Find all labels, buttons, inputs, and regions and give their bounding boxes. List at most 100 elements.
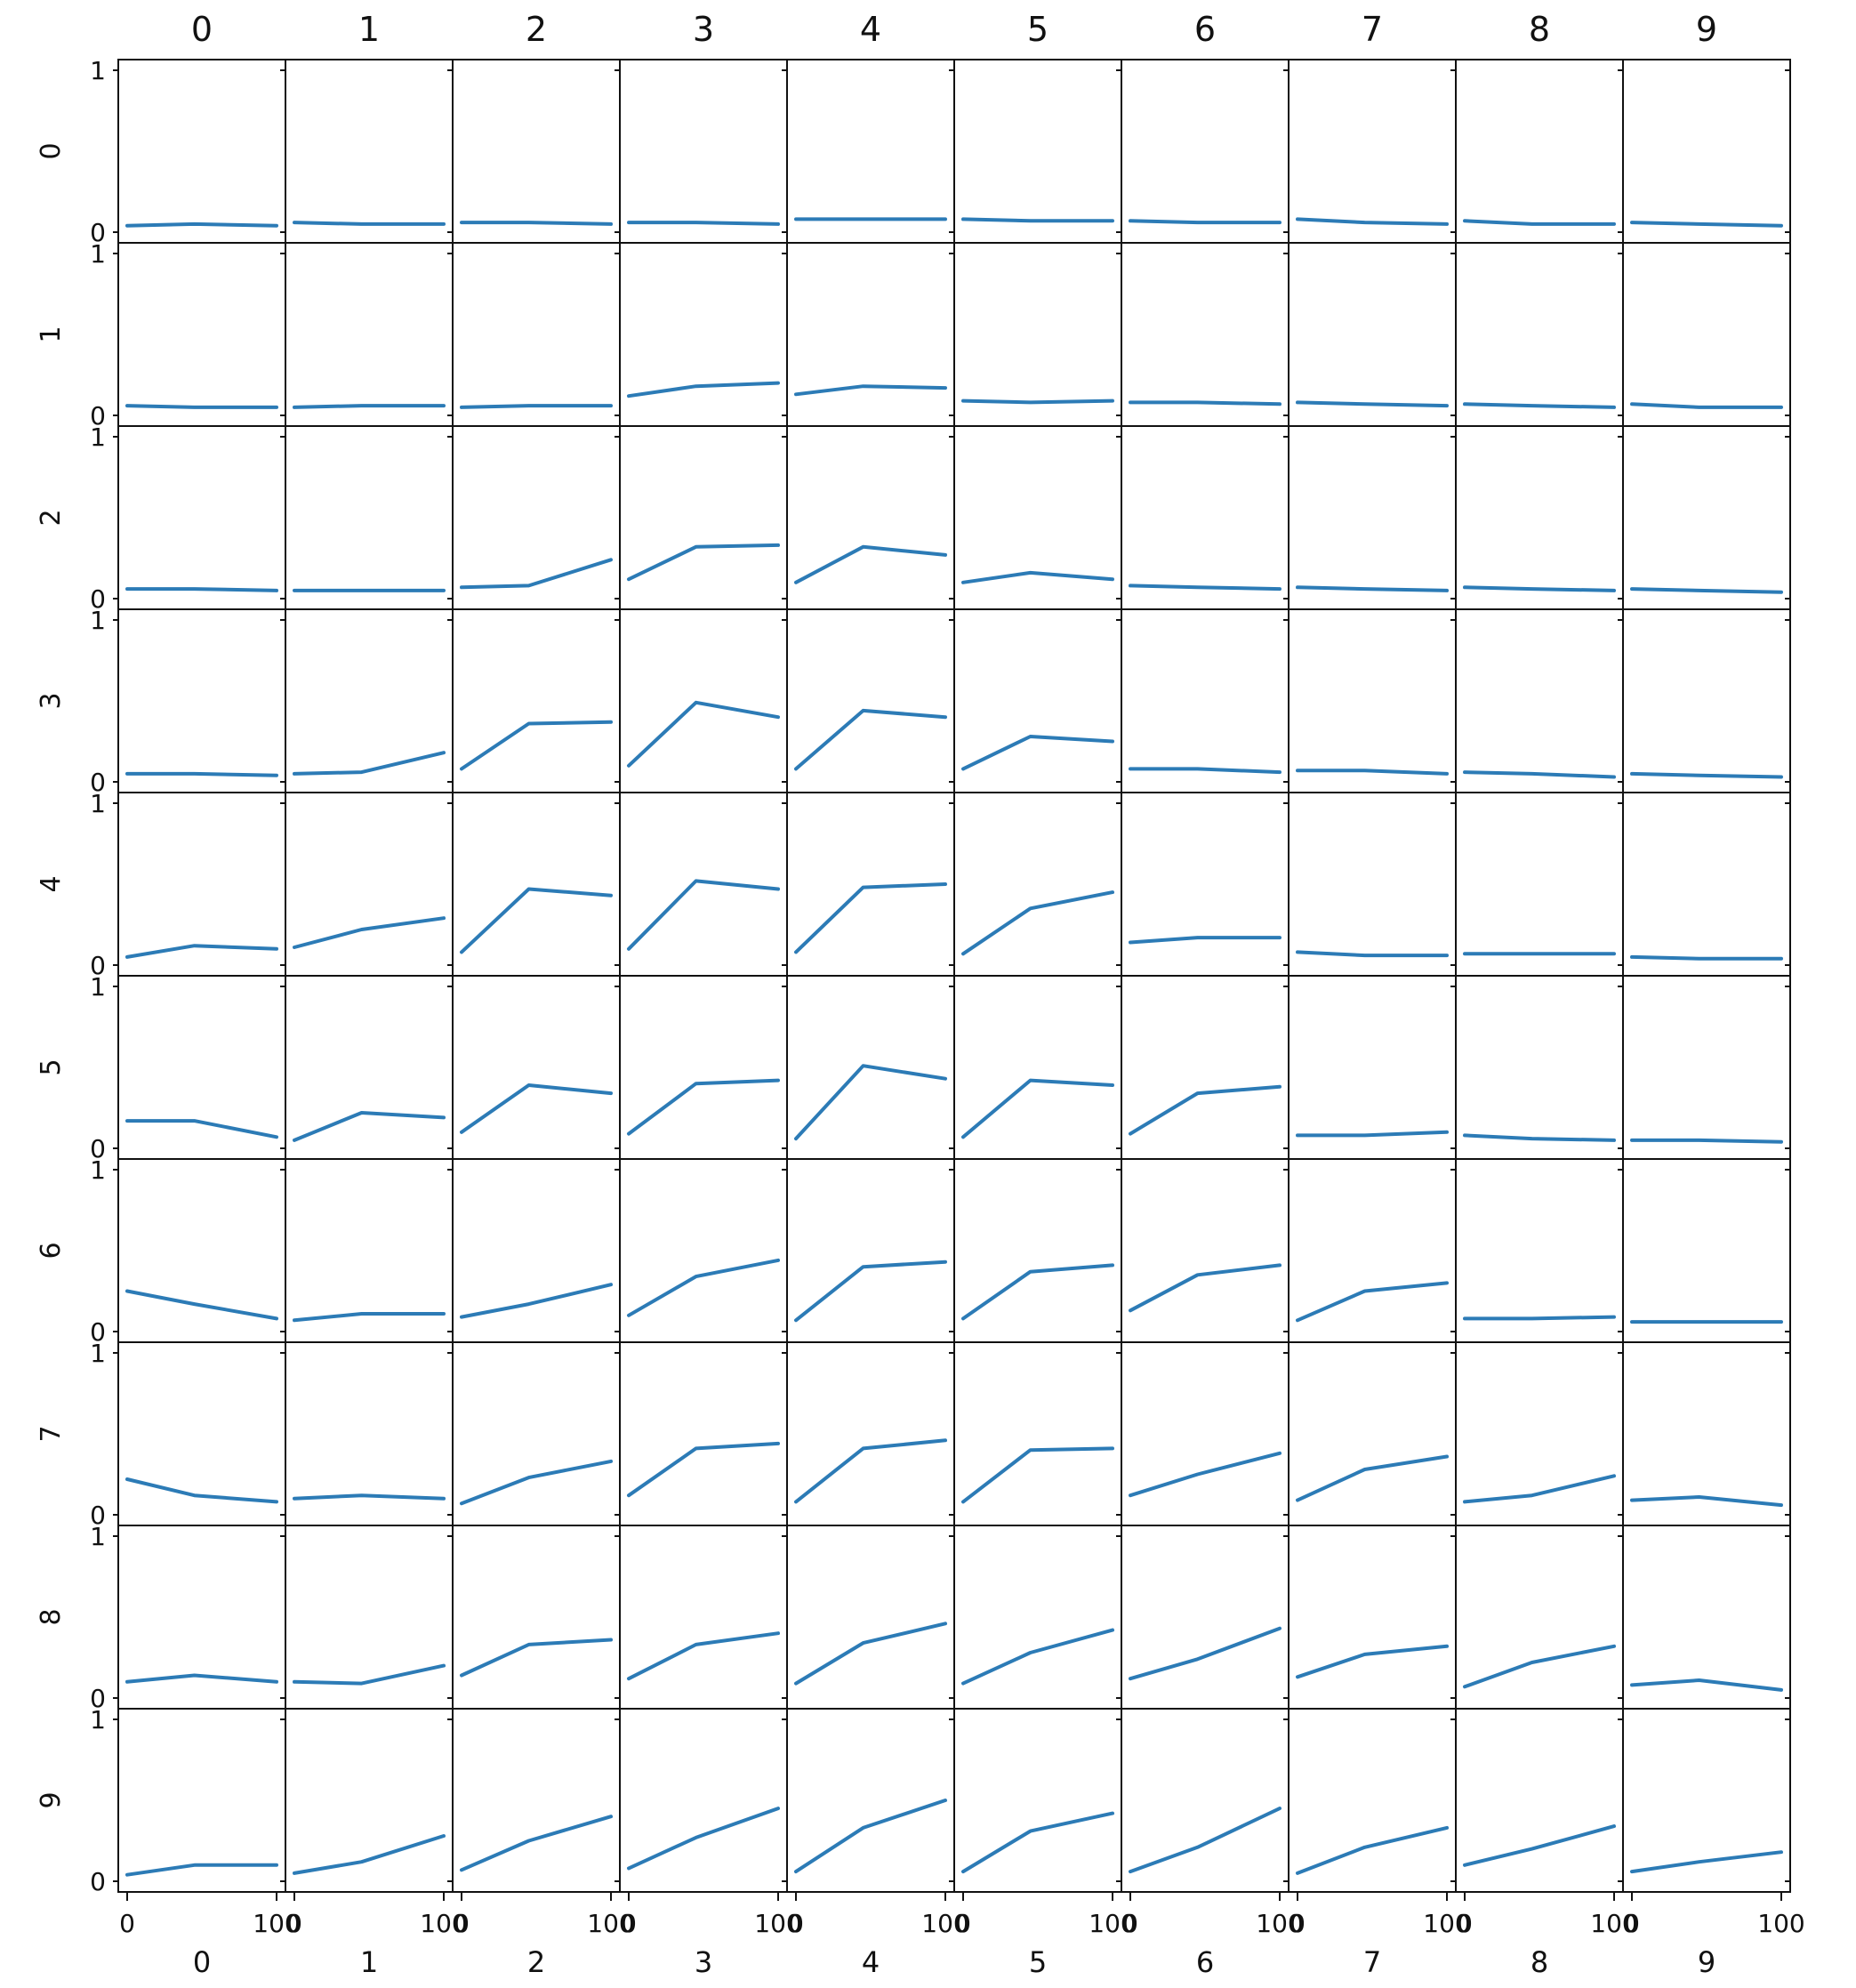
x-tick-label-end: 100	[1089, 1909, 1136, 1938]
panel-frame	[953, 242, 1122, 427]
col-footer-7: 7	[1363, 1945, 1381, 1979]
panel-3-0: 10	[90, 606, 286, 797]
panel-frame	[619, 608, 788, 793]
y-tick-label-bottom: 0	[90, 1317, 106, 1347]
series-line-7-5	[961, 1446, 1114, 1504]
panel-frame	[1288, 975, 1457, 1160]
panel-frame	[1455, 608, 1624, 793]
panel-4-1	[280, 792, 454, 977]
panel-frame	[117, 608, 286, 793]
series-line-9-2	[460, 1815, 613, 1872]
panel-7-2	[447, 1341, 621, 1526]
row-header-3: 3	[36, 692, 67, 709]
col-footer-2: 2	[527, 1945, 545, 1979]
panel-1-5	[949, 242, 1122, 427]
panel-6-2	[447, 1158, 621, 1343]
panel-frame	[786, 1525, 955, 1710]
series-line-9-8	[1463, 1824, 1616, 1867]
series-line-8-1	[293, 1663, 446, 1686]
panel-6-1	[280, 1158, 454, 1343]
series-line-5-6	[1129, 1084, 1282, 1136]
series-line-4-2	[460, 887, 613, 954]
panel-frame	[285, 1525, 454, 1710]
series-line-0-3	[627, 221, 780, 226]
series-line-6-2	[460, 1283, 613, 1319]
panel-frame	[1288, 242, 1457, 427]
row-header-1: 1	[36, 326, 67, 342]
col-header-9: 9	[1696, 10, 1717, 49]
series-line-0-0	[125, 221, 278, 228]
panel-1-9	[1618, 242, 1791, 427]
panel-frame	[619, 1341, 788, 1526]
row-header-6: 6	[36, 1242, 67, 1259]
panel-frame	[786, 242, 955, 427]
series-line-1-9	[1630, 402, 1783, 409]
column-headers: 0 1 2 3 4 5 6 7 8 9	[191, 10, 1717, 49]
y-tick-label-top: 1	[90, 239, 106, 269]
panel-9-9	[1618, 1708, 1791, 1893]
panel-6-3	[615, 1158, 788, 1343]
series-line-5-3	[627, 1078, 780, 1136]
panel-5-4	[782, 975, 955, 1160]
panel-4-5	[949, 792, 1122, 977]
series-line-9-3	[627, 1807, 780, 1871]
panel-frame	[1622, 975, 1791, 1160]
series-line-3-0	[125, 771, 278, 777]
panel-9-1	[280, 1708, 454, 1893]
panel-4-3	[615, 792, 788, 977]
panel-frame	[285, 59, 454, 244]
series-line-4-9	[1630, 954, 1783, 961]
panel-5-1	[280, 975, 454, 1160]
panel-0-7	[1283, 59, 1457, 244]
panel-2-9	[1618, 425, 1791, 610]
series-line-3-2	[460, 720, 613, 771]
x-tick-label-start: 0	[788, 1909, 804, 1938]
panel-3-5	[949, 608, 1122, 793]
panel-1-6	[1116, 242, 1290, 427]
x-tick-label-start: 0	[286, 1909, 302, 1938]
panel-3-4	[782, 608, 955, 793]
series-line-7-3	[627, 1441, 780, 1498]
panel-frame	[619, 1158, 788, 1343]
panel-frame	[285, 242, 454, 427]
panel-frame	[1121, 425, 1290, 610]
series-line-4-5	[961, 890, 1114, 956]
row-header-5: 5	[36, 1058, 67, 1075]
panel-frame	[953, 1708, 1122, 1893]
panel-frame	[1622, 608, 1791, 793]
series-line-4-7	[1296, 950, 1449, 958]
panel-frame	[1121, 1158, 1290, 1343]
panel-4-8	[1450, 792, 1624, 977]
panel-frame	[619, 1708, 788, 1893]
panel-frame	[619, 975, 788, 1160]
panel-1-2	[447, 242, 621, 427]
series-line-0-8	[1463, 219, 1616, 226]
col-footer-9: 9	[1698, 1945, 1715, 1979]
panel-frame	[1455, 425, 1624, 610]
panel-frame	[452, 1525, 621, 1710]
panel-2-2	[447, 425, 621, 610]
series-line-1-5	[961, 398, 1114, 405]
panel-frame	[619, 242, 788, 427]
panel-frame	[452, 792, 621, 977]
series-line-0-9	[1630, 221, 1783, 228]
panel-frame	[953, 1341, 1122, 1526]
series-line-5-7	[1296, 1130, 1449, 1138]
row-header-4: 4	[36, 875, 67, 892]
panel-frame	[1622, 792, 1791, 977]
series-line-1-0	[125, 404, 278, 409]
panel-8-4	[782, 1525, 955, 1710]
panel-frame	[1455, 1341, 1624, 1526]
panel-1-0: 10	[90, 239, 286, 431]
panel-7-5	[949, 1341, 1122, 1526]
series-line-8-6	[1129, 1626, 1282, 1681]
x-tick-label-start: 0	[621, 1909, 637, 1938]
series-line-6-8	[1463, 1315, 1616, 1321]
panel-3-1	[280, 608, 454, 793]
panel-5-8	[1450, 975, 1624, 1160]
y-tick-label-bottom: 0	[90, 401, 106, 431]
series-line-1-8	[1463, 402, 1616, 409]
series-line-8-7	[1296, 1644, 1449, 1679]
panel-frame	[619, 425, 788, 610]
